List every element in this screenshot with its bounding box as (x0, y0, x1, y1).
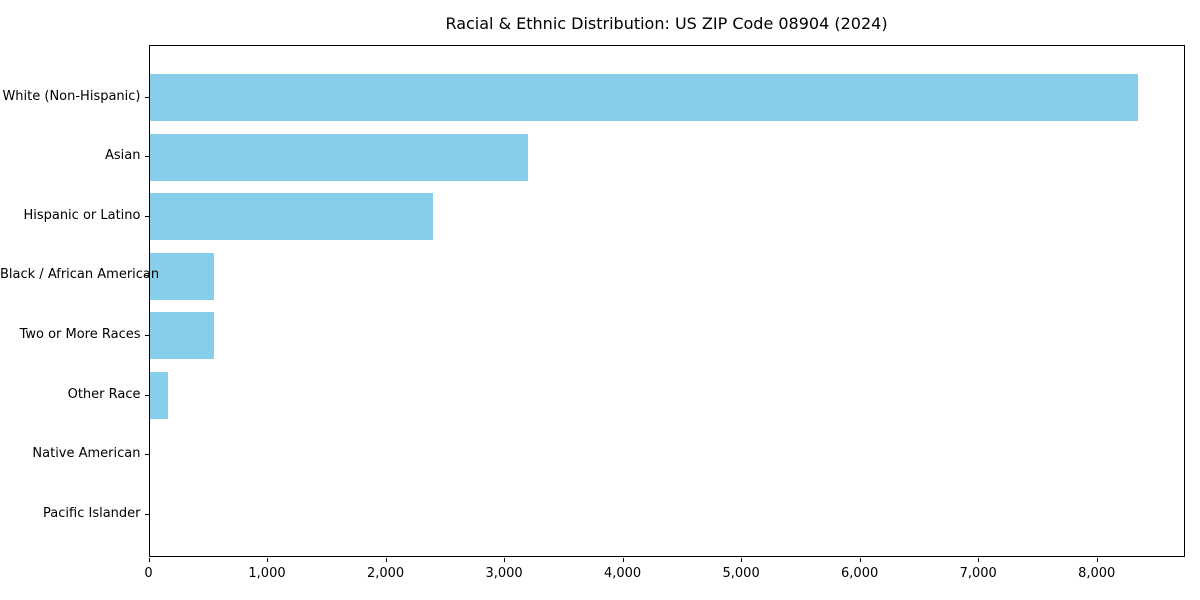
y-tick-mark (144, 96, 149, 98)
y-tick-mark (144, 215, 149, 217)
y-tick-label: Asian (105, 148, 141, 164)
chart-title: Racial & Ethnic Distribution: US ZIP Cod… (445, 14, 888, 33)
y-tick-label: Two or More Races (19, 326, 141, 342)
bar (149, 193, 433, 241)
x-tick-mark (741, 558, 743, 562)
y-tick-mark (144, 394, 149, 396)
y-tick-label: Native American (32, 446, 141, 462)
x-tick-label: 2,000 (366, 566, 405, 581)
x-tick-label: 8,000 (1078, 566, 1116, 581)
x-tick-label: 6,000 (841, 566, 879, 581)
x-tick-mark (385, 558, 387, 562)
y-tick-label: Pacific Islander (43, 505, 141, 521)
plot-area (148, 45, 1185, 557)
bar (149, 252, 214, 300)
x-tick-label: 1,000 (248, 566, 286, 581)
x-tick-mark (504, 558, 506, 562)
x-tick-label: 5,000 (722, 566, 760, 581)
y-tick-mark (144, 454, 149, 456)
x-tick-mark (1096, 558, 1098, 562)
bar (149, 133, 528, 181)
y-tick-label: White (Non-Hispanic) (2, 88, 141, 104)
y-tick-mark (144, 513, 149, 515)
x-tick-label: 4,000 (603, 566, 642, 581)
x-tick-label: 7,000 (959, 566, 997, 581)
bar (149, 312, 214, 360)
y-tick-mark (144, 275, 149, 277)
y-tick-label: Black / African American (0, 267, 160, 283)
y-tick-label: Hispanic or Latino (23, 207, 141, 223)
y-tick-mark (144, 156, 149, 158)
bar (149, 372, 168, 420)
bar (149, 74, 1138, 122)
x-tick-label: 3,000 (485, 566, 523, 581)
x-tick-mark (978, 558, 980, 562)
y-tick-mark (144, 334, 149, 336)
x-tick-mark (622, 558, 624, 562)
y-tick-label: Other Race (67, 386, 141, 402)
x-tick-mark (859, 558, 861, 562)
x-tick-mark (267, 558, 269, 562)
x-tick-label: 0 (144, 566, 153, 581)
x-tick-mark (148, 558, 150, 562)
